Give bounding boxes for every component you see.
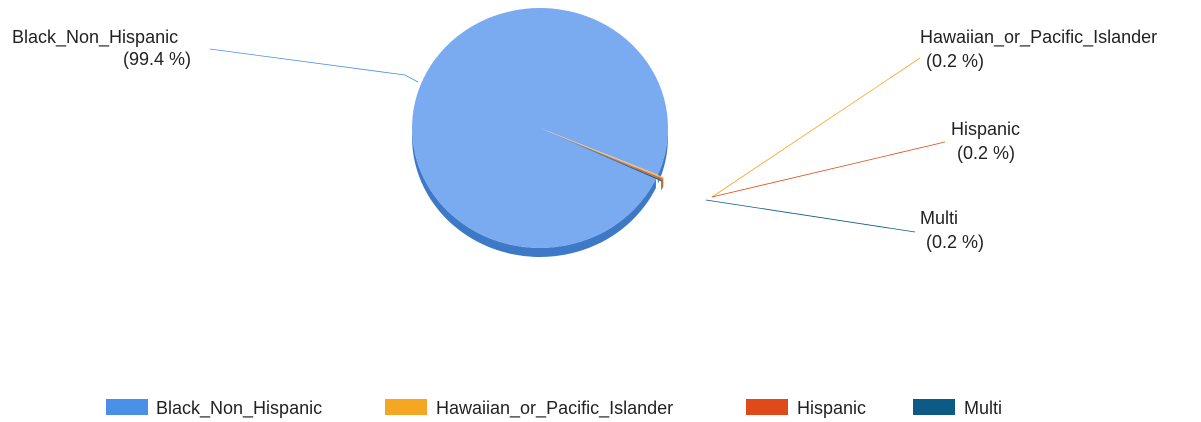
leader-hawaiian <box>711 57 921 198</box>
legend-label-hawaiian: Hawaiian_or_Pacific_Islander <box>436 398 673 419</box>
leader-black-non-hispanic <box>209 48 419 83</box>
legend-swatch-multi <box>913 399 955 415</box>
slice-side-hawaiian <box>662 177 664 188</box>
slice-hispanic <box>545 130 663 180</box>
slice-side-hispanic <box>662 178 663 189</box>
slice-labels: Black_Non_Hispanic (99.4 %) Hawaiian_or_… <box>12 27 1157 252</box>
slice-multi <box>545 130 663 182</box>
label-black-non-hispanic-name: Black_Non_Hispanic <box>12 27 178 48</box>
pie-slices <box>412 7 669 249</box>
legend-label-multi: Multi <box>964 398 1002 418</box>
label-hawaiian-name: Hawaiian_or_Pacific_Islander <box>920 27 1157 48</box>
pie-depth <box>412 128 668 257</box>
label-multi-name: Multi <box>920 208 958 228</box>
legend-swatch-hawaiian <box>385 399 427 415</box>
legend-label-black-non-hispanic: Black_Non_Hispanic <box>156 398 322 419</box>
slice-black-non-hispanic <box>412 7 669 249</box>
legend-label-hispanic: Hispanic <box>797 398 866 418</box>
legend: Black_Non_Hispanic Hawaiian_or_Pacific_I… <box>106 398 1002 419</box>
legend-swatch-black-non-hispanic <box>106 399 148 415</box>
label-hispanic-name: Hispanic <box>951 119 1020 139</box>
leader-hispanic <box>711 141 946 198</box>
leader-multi <box>705 199 916 233</box>
label-multi-pct: (0.2 %) <box>926 232 984 252</box>
label-hispanic-pct: (0.2 %) <box>957 143 1015 163</box>
label-hawaiian-pct: (0.2 %) <box>926 51 984 71</box>
legend-swatch-hispanic <box>746 399 788 415</box>
slice-hawaiian <box>545 130 664 179</box>
label-black-non-hispanic-pct: (99.4 %) <box>123 49 191 69</box>
leader-lines <box>209 48 946 233</box>
slice-side-multi <box>661 180 663 191</box>
